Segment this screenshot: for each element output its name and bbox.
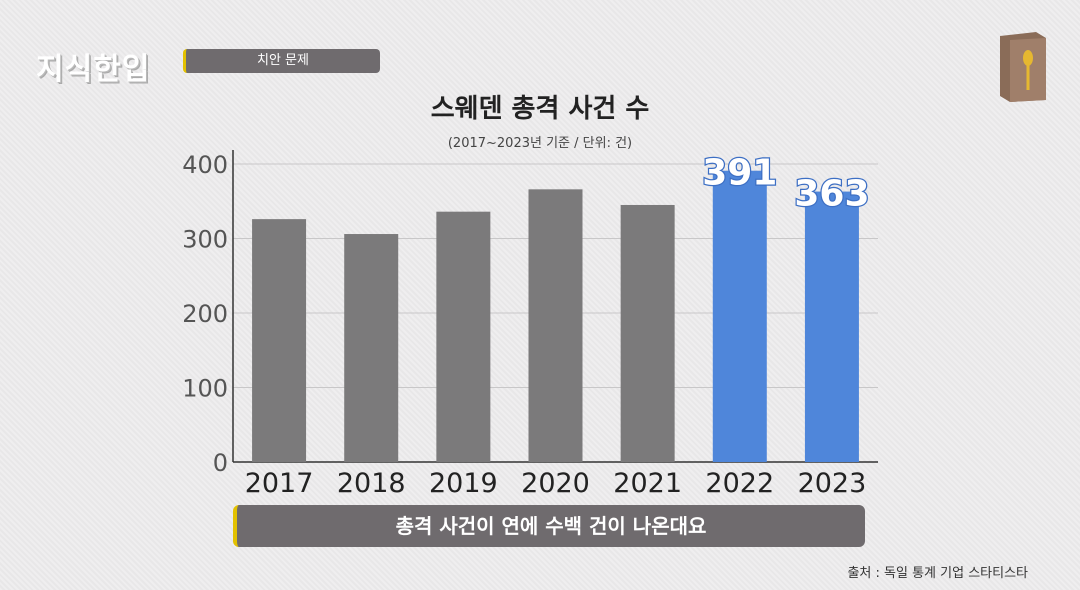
chart-subtitle: (2017~2023년 기준 / 단위: 건) — [447, 136, 633, 151]
caption-banner: 총격 사건이 연에 수백 건이 나온대요 — [233, 505, 865, 547]
bar-2023 — [804, 191, 859, 462]
bar-2021 — [620, 204, 675, 462]
x-tick-label: 2022 — [705, 468, 774, 499]
y-tick-label: 0 — [213, 449, 228, 477]
topic-tag: 치안 문제 — [183, 49, 380, 73]
bar-2020 — [528, 189, 583, 462]
data-label-2022: 391 — [702, 153, 777, 194]
x-tick-label: 2020 — [521, 468, 590, 499]
x-tick-label: 2018 — [337, 468, 406, 499]
bar-2017 — [252, 219, 307, 462]
x-tick-label: 2017 — [245, 468, 314, 499]
bar-2018 — [344, 234, 399, 462]
y-tick-label: 400 — [182, 151, 228, 179]
y-tick-label: 300 — [182, 226, 228, 254]
book-spoon-icon — [1000, 32, 1046, 102]
chart-title: 스웨덴 총격 사건 수 — [430, 94, 650, 124]
x-tick-label: 2019 — [429, 468, 498, 499]
source-note: 출처 : 독일 통계 기업 스타티스타 — [847, 566, 1028, 581]
data-label-2023: 363 — [794, 174, 869, 215]
y-tick-label: 100 — [182, 375, 228, 403]
x-tick-label: 2023 — [798, 468, 867, 499]
x-tick-label: 2021 — [613, 468, 682, 499]
bar-2022 — [712, 170, 767, 462]
bar-2019 — [436, 211, 491, 462]
y-tick-label: 200 — [182, 300, 228, 328]
channel-logo: 지식한입 — [36, 52, 151, 87]
